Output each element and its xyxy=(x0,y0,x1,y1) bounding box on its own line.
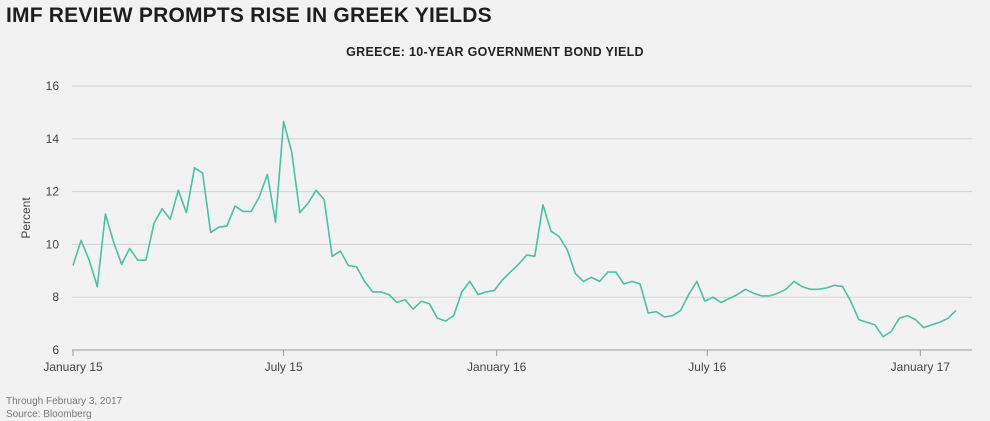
headline: IMF REVIEW PROMPTS RISE IN GREEK YIELDS xyxy=(6,4,492,27)
chart-title: GREECE: 10-YEAR GOVERNMENT BOND YIELD xyxy=(346,45,644,59)
gridlines xyxy=(72,85,972,351)
footnote: Through February 3, 2017 xyxy=(6,396,123,407)
source-note: Source: Bloomberg xyxy=(6,409,92,420)
x-tick-label-0: January 15 xyxy=(43,360,103,374)
series-line-0 xyxy=(72,120,957,338)
x-tick-label-4: January 17 xyxy=(891,360,951,374)
x-tick-label-1: July 15 xyxy=(265,360,303,374)
y-axis-label: Percent xyxy=(19,197,33,239)
x-tick-label-2: January 16 xyxy=(467,360,527,374)
x-axis: January 15 July 15 January 16 July 16 Januar… xyxy=(43,350,950,374)
y-tick-label-12: 12 xyxy=(46,185,60,199)
y-tick-label-14: 14 xyxy=(46,132,60,146)
x-tick-label-3: July 16 xyxy=(688,360,726,374)
y-tick-label-10: 10 xyxy=(46,237,60,251)
y-tick-label-16: 16 xyxy=(46,79,60,93)
series xyxy=(72,120,957,338)
y-tick-label-8: 8 xyxy=(52,290,59,304)
y-axis: 6 8 10 12 14 16 xyxy=(46,79,60,357)
y-tick-label-6: 6 xyxy=(52,343,59,357)
